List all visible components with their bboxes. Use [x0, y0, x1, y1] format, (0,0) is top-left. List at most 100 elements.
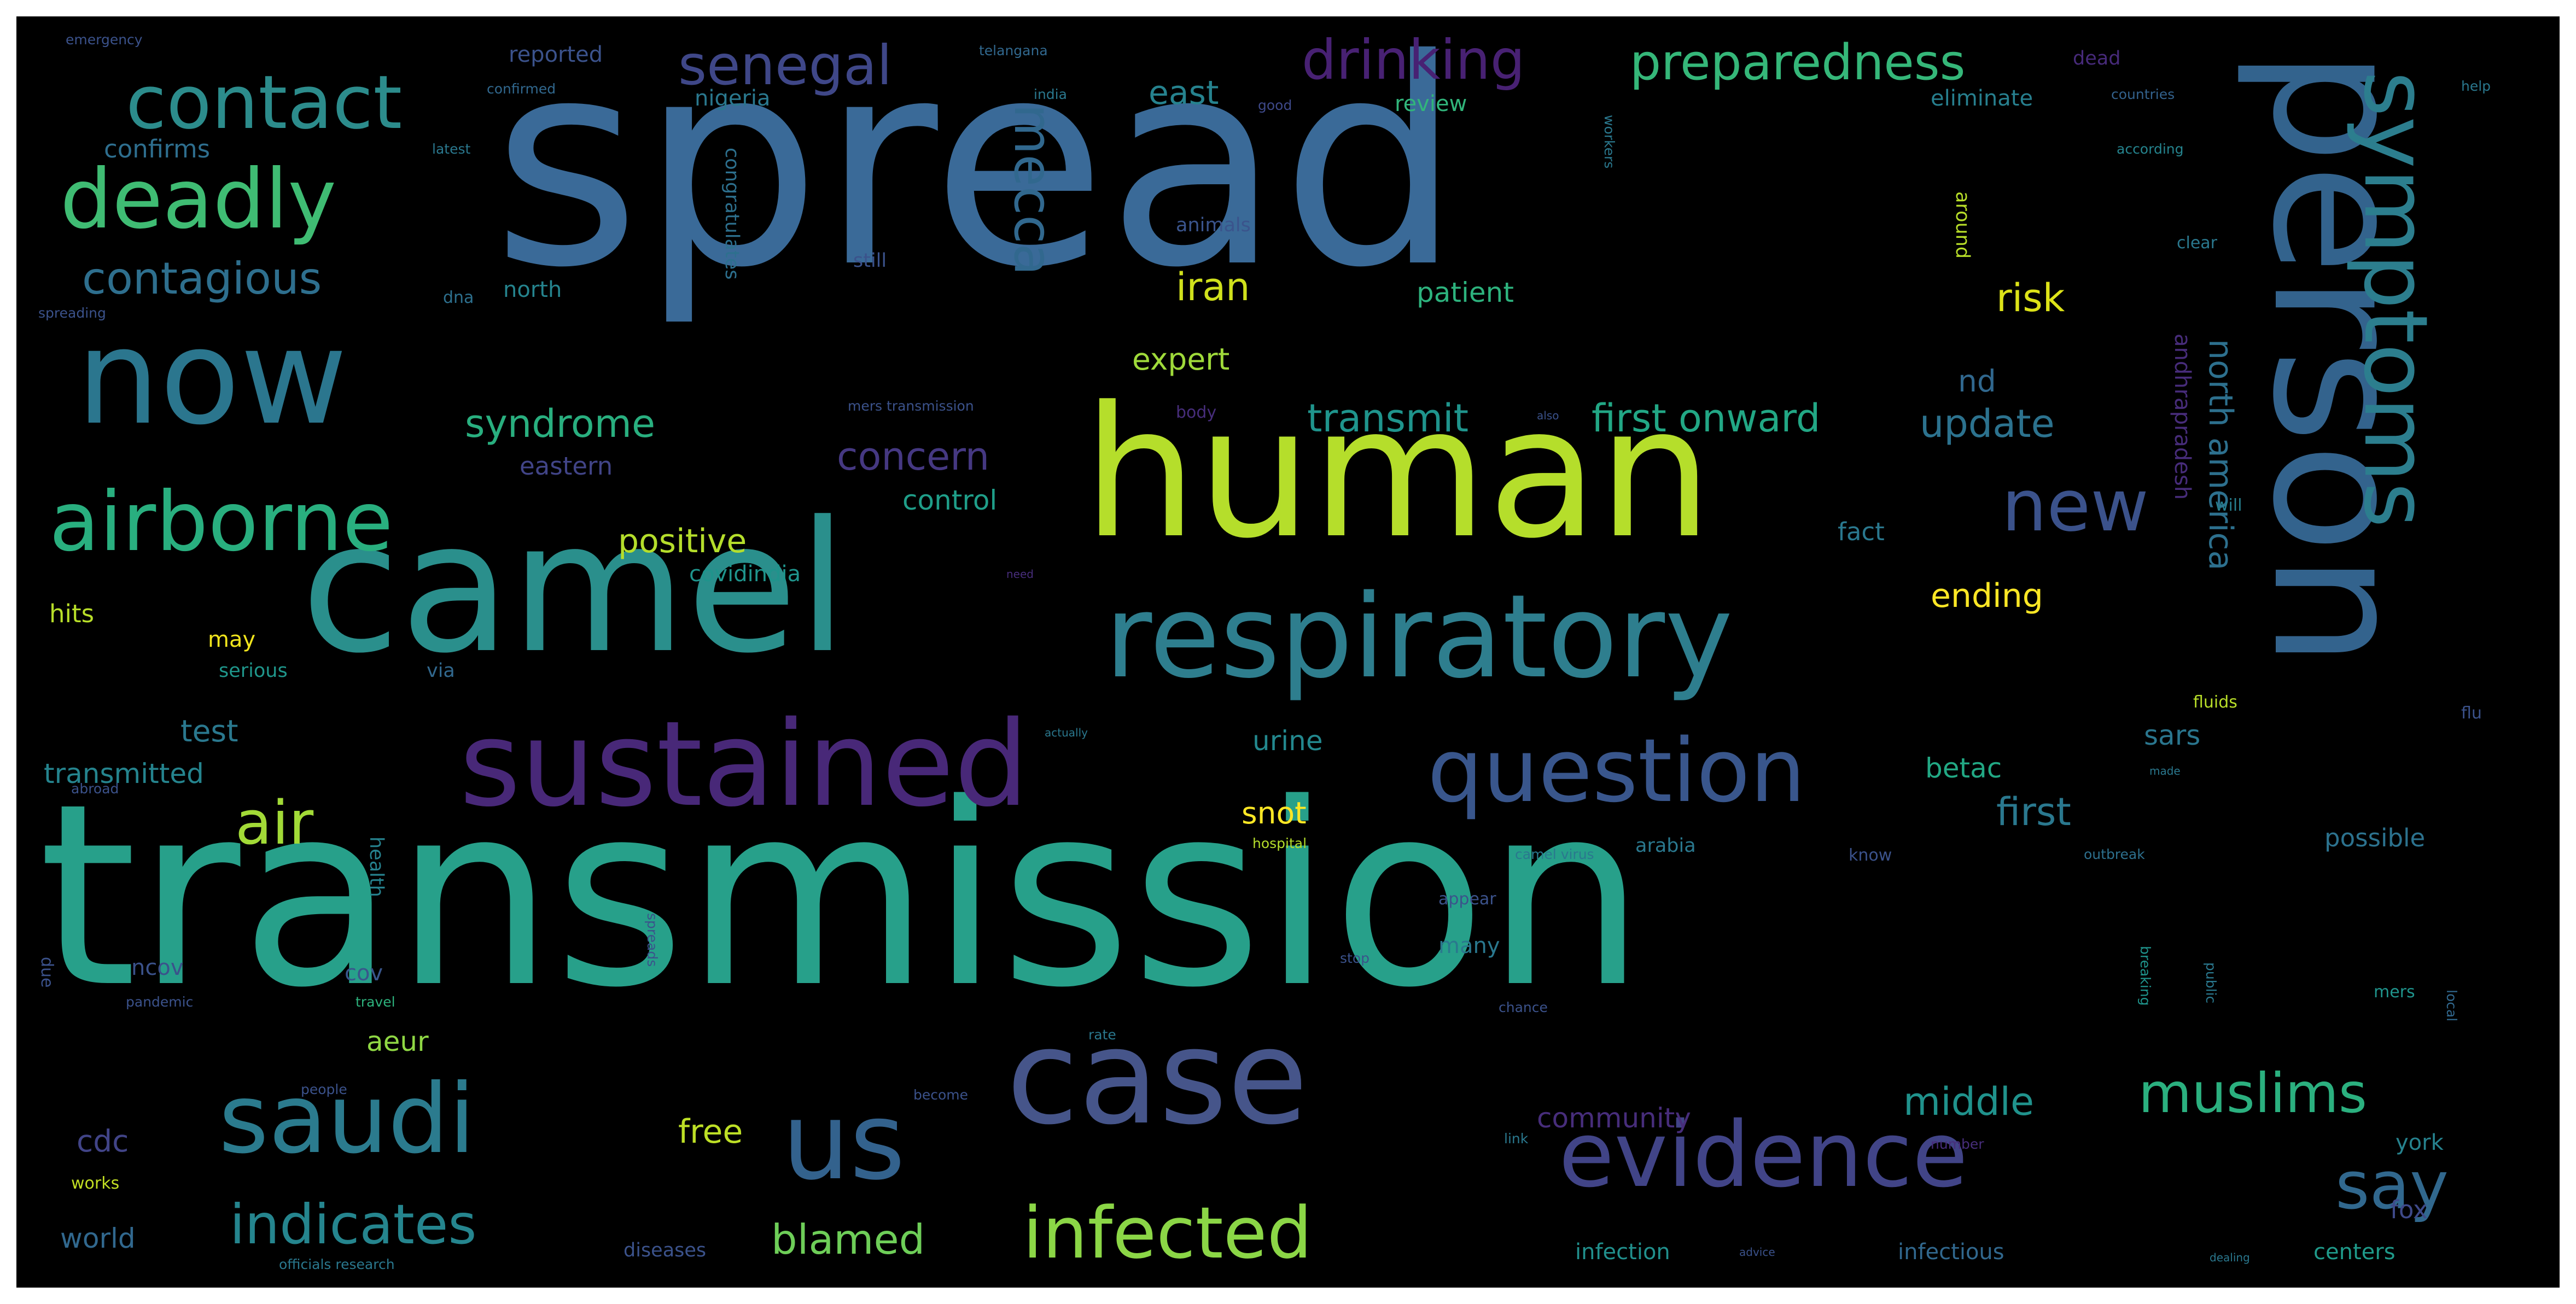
word-latest: latest	[432, 141, 471, 157]
word-update: update	[1920, 401, 2055, 446]
word-abroad: abroad	[71, 781, 119, 797]
word-eastern: eastern	[520, 452, 613, 481]
word-review: review	[1395, 91, 1467, 116]
word-muslims: muslims	[2138, 1061, 2367, 1125]
word-spreads: spreads	[644, 913, 660, 967]
word-number: number	[1931, 1136, 1984, 1152]
word-test: test	[180, 714, 238, 749]
word-appear: appear	[1438, 890, 1496, 909]
word-covidindia: covidindia	[689, 562, 801, 587]
word-confirmed: confirmed	[487, 81, 556, 97]
word-nd: nd	[1958, 364, 1996, 399]
word-around: around	[1951, 191, 1973, 259]
word-spreading: spreading	[38, 305, 106, 321]
word-pandemic: pandemic	[126, 994, 194, 1010]
word-emergency: emergency	[66, 32, 143, 48]
word-expert: expert	[1132, 342, 1230, 377]
word-according: according	[2117, 141, 2184, 157]
word-indicates: indicates	[230, 1192, 477, 1256]
word-public: public	[2203, 962, 2219, 1004]
word-via: via	[427, 660, 455, 682]
word-become: become	[913, 1087, 969, 1103]
word-india: india	[1034, 86, 1067, 102]
word-senegal: senegal	[678, 33, 893, 97]
word-transmitted: transmitted	[44, 758, 204, 790]
word-made: made	[2149, 764, 2181, 777]
word-contact: contact	[126, 60, 403, 145]
word-diseases: diseases	[623, 1239, 707, 1261]
word-saudi: saudi	[219, 1064, 476, 1175]
word-blamed: blamed	[771, 1215, 925, 1264]
word-sars: sars	[2144, 720, 2201, 751]
word-animals: animals	[1176, 214, 1251, 236]
word-free: free	[678, 1113, 743, 1151]
word-andhrapradesh: andhrapradesh	[2170, 334, 2195, 500]
word-camel: camel	[301, 483, 848, 693]
word-need: need	[1006, 568, 1034, 581]
word-body: body	[1176, 403, 1217, 422]
word-breaking: breaking	[2137, 946, 2153, 1006]
word-dealing: dealing	[2210, 1251, 2250, 1264]
word-evidence: evidence	[1559, 1102, 1968, 1207]
word-deadly: deadly	[60, 152, 337, 247]
word-now: now	[77, 301, 348, 454]
word-middle: middle	[1903, 1079, 2035, 1124]
word-local: local	[2444, 990, 2460, 1022]
word-respiratory: respiratory	[1105, 570, 1733, 704]
word-telangana: telangana	[979, 43, 1048, 59]
word-person: person	[2233, 49, 2443, 668]
word-due: due	[37, 957, 56, 988]
word-new: new	[2002, 464, 2149, 547]
word-camel-virus: camel virus	[1515, 846, 1594, 862]
word-ncov: ncov	[131, 955, 184, 980]
word-say: say	[2335, 1148, 2449, 1224]
word-nigeria: nigeria	[695, 86, 771, 111]
word-infection: infection	[1575, 1239, 1670, 1265]
word-drinking: drinking	[1302, 28, 1525, 92]
word-transmit: transmit	[1307, 396, 1469, 441]
word-airborne: airborne	[49, 475, 393, 570]
word-flu: flu	[2461, 704, 2482, 723]
word-cloud-canvas: transmission spread human camel person r…	[16, 16, 2560, 1288]
word-still: still	[853, 250, 887, 272]
word-works: works	[71, 1174, 120, 1193]
word-transmission: transmission	[38, 750, 1646, 1043]
word-north-america: north america	[2201, 339, 2240, 571]
word-world: world	[60, 1223, 136, 1254]
word-possible: possible	[2324, 823, 2426, 852]
word-iran: iran	[1176, 265, 1250, 309]
word-rate: rate	[1088, 1027, 1116, 1043]
word-infected: infected	[1023, 1191, 1313, 1274]
word-workers: workers	[1601, 115, 1617, 169]
word-dna: dna	[443, 288, 474, 307]
word-hits: hits	[49, 599, 95, 628]
word-betac: betac	[1925, 752, 2002, 784]
word-good: good	[1258, 97, 1292, 113]
word-reported: reported	[509, 42, 603, 67]
word-preparedness: preparedness	[1630, 34, 1966, 91]
word-dead: dead	[2073, 48, 2121, 69]
word-will: will	[2215, 496, 2242, 515]
word-first-onward: first onward	[1592, 396, 1821, 441]
word-link: link	[1504, 1131, 1529, 1147]
word-may: may	[208, 627, 256, 652]
word-fluids: fluids	[2193, 693, 2237, 712]
word-us: us	[782, 1079, 906, 1203]
word-sustained: sustained	[459, 695, 1029, 833]
word-actually: actually	[1045, 726, 1088, 739]
word-stop: stop	[1340, 950, 1369, 966]
word-contagious: contagious	[82, 253, 322, 304]
word-hospital: hospital	[1252, 835, 1307, 851]
word-outbreak: outbreak	[2084, 846, 2145, 862]
word-confirms: confirms	[104, 135, 211, 163]
word-spread: spread	[492, 16, 1462, 330]
word-officials-research: officials research	[279, 1256, 395, 1272]
word-clear: clear	[2177, 233, 2218, 253]
word-serious: serious	[219, 660, 288, 682]
word-snot: snot	[1242, 796, 1307, 831]
word-york: york	[2396, 1130, 2444, 1155]
word-cdc: cdc	[77, 1124, 129, 1159]
word-help: help	[2461, 78, 2491, 94]
word-symptoms: symptoms	[2345, 71, 2447, 528]
word-congratulates: congratulates	[721, 148, 743, 280]
